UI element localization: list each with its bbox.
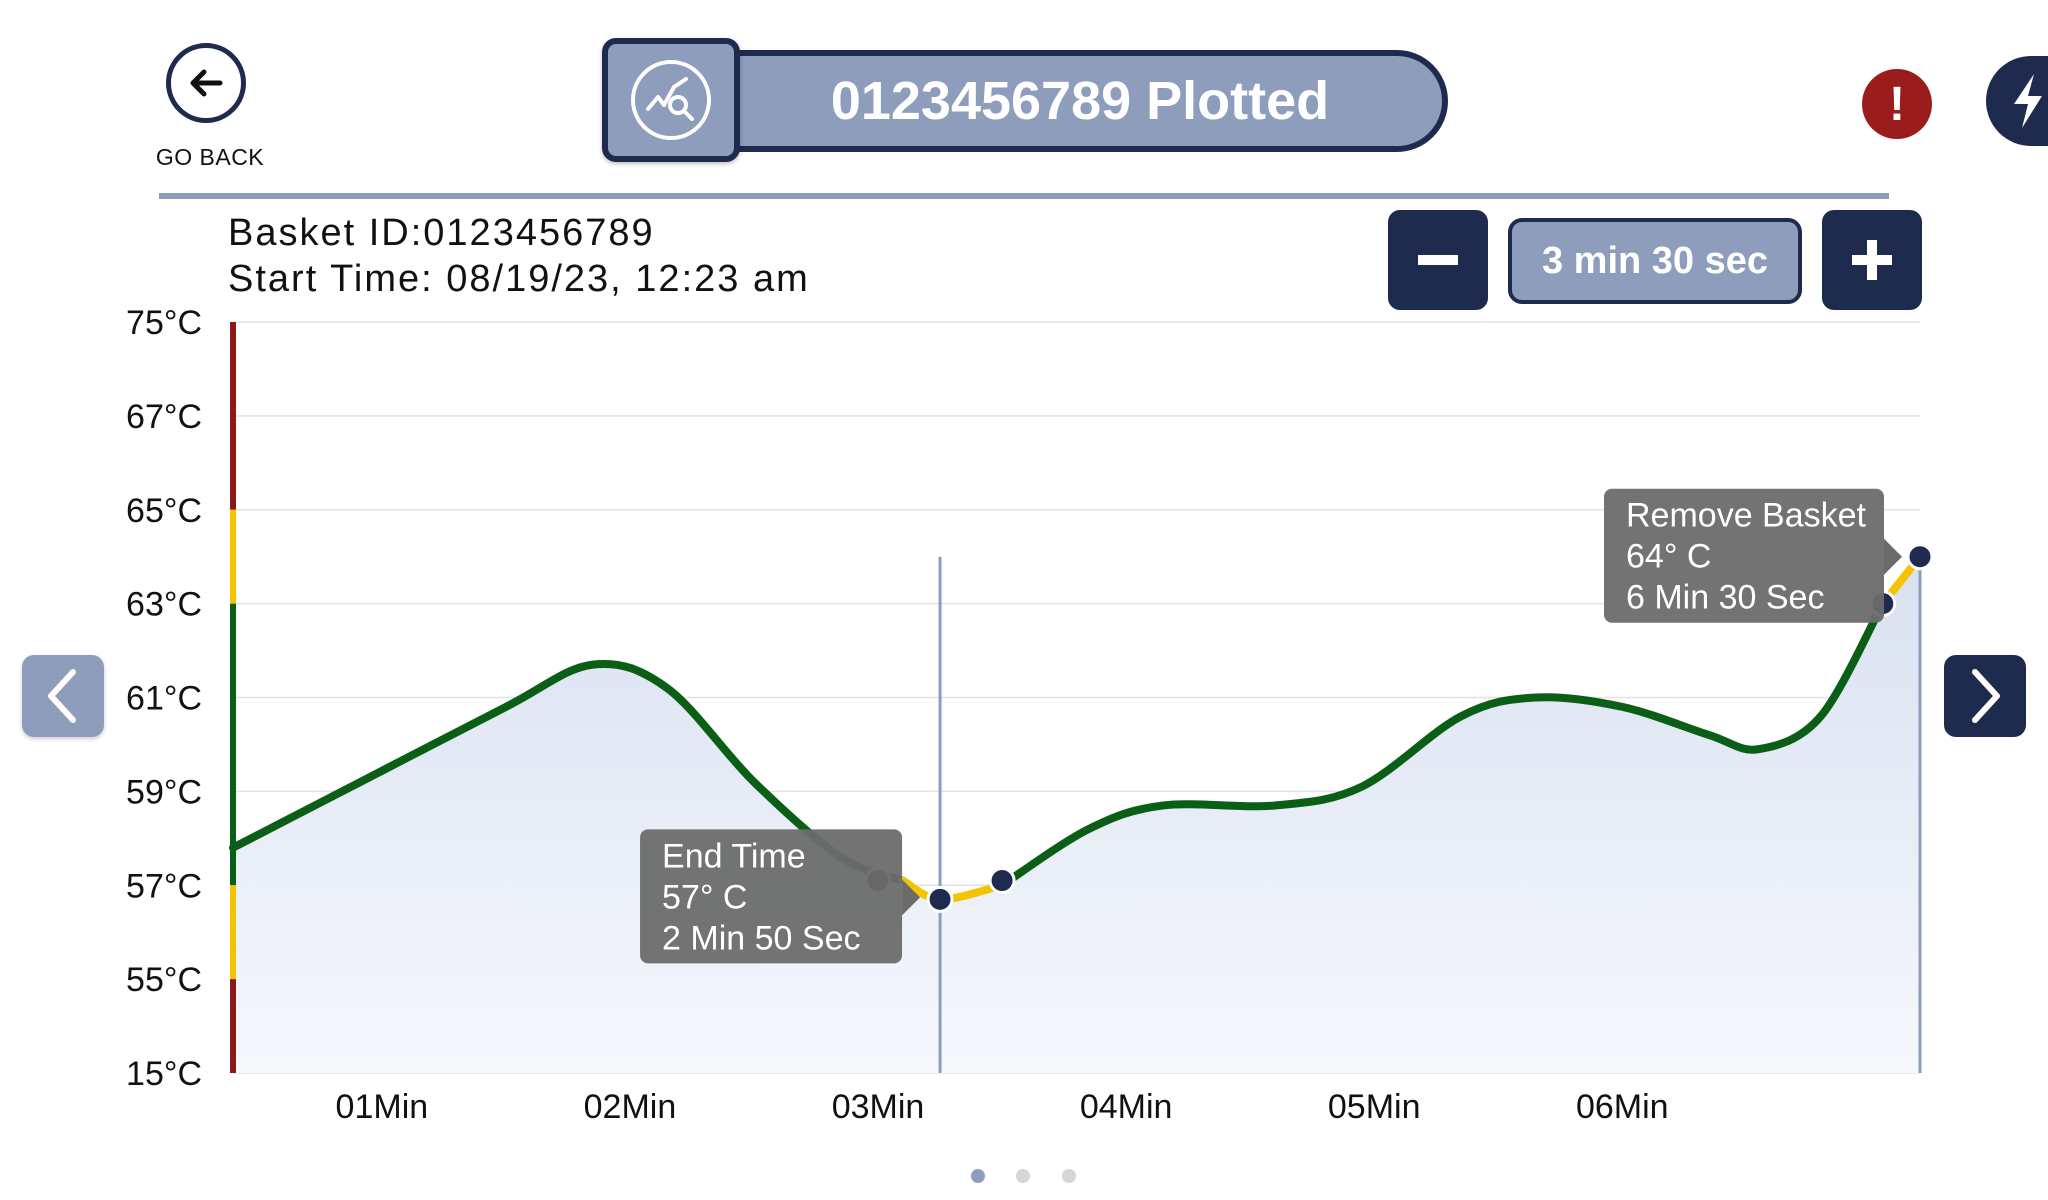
plot-icon-box: [602, 38, 740, 162]
annotation-line: 64° C: [1626, 538, 1711, 576]
threshold-band: [230, 885, 236, 980]
header-divider: [159, 193, 1889, 199]
annotation-line: Remove Basket: [1626, 497, 1867, 535]
go-back-label: GO BACK: [155, 144, 265, 170]
threshold-band: [230, 509, 236, 604]
decrease-duration-button[interactable]: [1388, 210, 1488, 310]
y-tick-label: 15°C: [126, 1055, 202, 1093]
x-tick-label: 02Min: [584, 1088, 677, 1126]
y-tick-label: 63°C: [126, 586, 202, 624]
y-tick-label: 75°C: [126, 304, 202, 342]
x-tick-label: 06Min: [1576, 1088, 1669, 1126]
exclamation-icon[interactable]: !: [1862, 69, 1932, 139]
page-title: 0123456789 Plotted: [830, 71, 1330, 131]
data-marker[interactable]: [926, 885, 954, 913]
plus-icon: [1852, 240, 1892, 280]
page-dot-1[interactable]: [971, 1169, 985, 1183]
y-tick-label: 67°C: [126, 398, 202, 436]
chevron-left-icon: [48, 669, 76, 723]
threshold-band: [230, 322, 236, 510]
temperature-line: [998, 599, 1887, 890]
threshold-band: [230, 979, 236, 1073]
chart-search-icon: [631, 60, 711, 140]
chevron-right-icon: [1972, 669, 2000, 723]
annotation-line: 57° C: [662, 878, 747, 916]
x-tick-label: 05Min: [1328, 1088, 1421, 1126]
x-tick-label: 04Min: [1080, 1088, 1173, 1126]
data-marker[interactable]: [1906, 543, 1934, 571]
go-back-button[interactable]: [166, 43, 246, 123]
y-tick-label: 61°C: [126, 680, 202, 718]
lightning-bolt-icon: [2014, 74, 2042, 128]
duration-display: 3 min 30 sec: [1508, 218, 1802, 304]
x-tick-label: 01Min: [336, 1088, 429, 1126]
data-marker[interactable]: [988, 867, 1016, 895]
y-tick-label: 59°C: [126, 773, 202, 811]
title-banner: [720, 50, 1448, 152]
annotation-line: 2 Min 50 Sec: [662, 919, 860, 957]
start-time: Start Time: 08/19/23, 12:23 am: [228, 258, 810, 300]
y-tick-label: 55°C: [126, 961, 202, 999]
y-tick-label: 57°C: [126, 867, 202, 905]
arrow-left-icon: [190, 69, 223, 97]
increase-duration-button[interactable]: [1822, 210, 1922, 310]
next-chart-button[interactable]: [1944, 655, 2026, 737]
temperature-area: [233, 556, 1920, 1073]
previous-chart-button[interactable]: [22, 655, 104, 737]
page-dot-3[interactable]: [1062, 1169, 1076, 1183]
basket-id: Basket ID:0123456789: [228, 212, 655, 254]
threshold-band: [230, 603, 236, 886]
minus-icon: [1418, 255, 1458, 265]
y-tick-label: 65°C: [126, 492, 202, 530]
annotation-line: 6 Min 30 Sec: [1626, 579, 1824, 617]
annotation-line: End Time: [662, 837, 806, 875]
page-dot-2[interactable]: [1016, 1169, 1030, 1183]
x-tick-label: 03Min: [832, 1088, 925, 1126]
